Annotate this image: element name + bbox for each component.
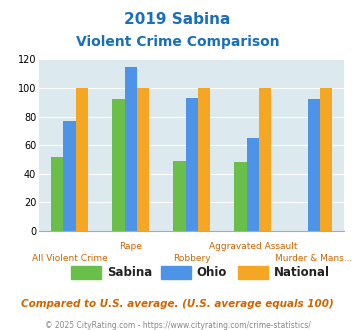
Bar — [51, 157, 64, 231]
Text: Ohio: Ohio — [197, 266, 227, 279]
Bar — [125, 67, 137, 231]
Bar — [173, 161, 186, 231]
Bar — [320, 88, 332, 231]
Bar — [234, 162, 247, 231]
Bar — [64, 121, 76, 231]
Bar — [76, 88, 88, 231]
Text: National: National — [273, 266, 329, 279]
Bar — [186, 98, 198, 231]
Bar — [308, 99, 320, 231]
Text: All Violent Crime: All Violent Crime — [32, 254, 108, 263]
Text: Compared to U.S. average. (U.S. average equals 100): Compared to U.S. average. (U.S. average … — [21, 299, 334, 309]
Bar — [198, 88, 210, 231]
Bar — [137, 88, 149, 231]
Text: © 2025 CityRating.com - https://www.cityrating.com/crime-statistics/: © 2025 CityRating.com - https://www.city… — [45, 321, 310, 330]
Text: Sabina: Sabina — [106, 266, 152, 279]
Text: Aggravated Assault: Aggravated Assault — [208, 243, 297, 251]
Bar — [259, 88, 271, 231]
Bar — [112, 99, 125, 231]
Text: 2019 Sabina: 2019 Sabina — [124, 12, 231, 26]
Text: Rape: Rape — [119, 243, 142, 251]
Text: Robbery: Robbery — [173, 254, 211, 263]
Bar — [247, 138, 259, 231]
Text: Murder & Mans...: Murder & Mans... — [275, 254, 353, 263]
Text: Violent Crime Comparison: Violent Crime Comparison — [76, 35, 279, 49]
